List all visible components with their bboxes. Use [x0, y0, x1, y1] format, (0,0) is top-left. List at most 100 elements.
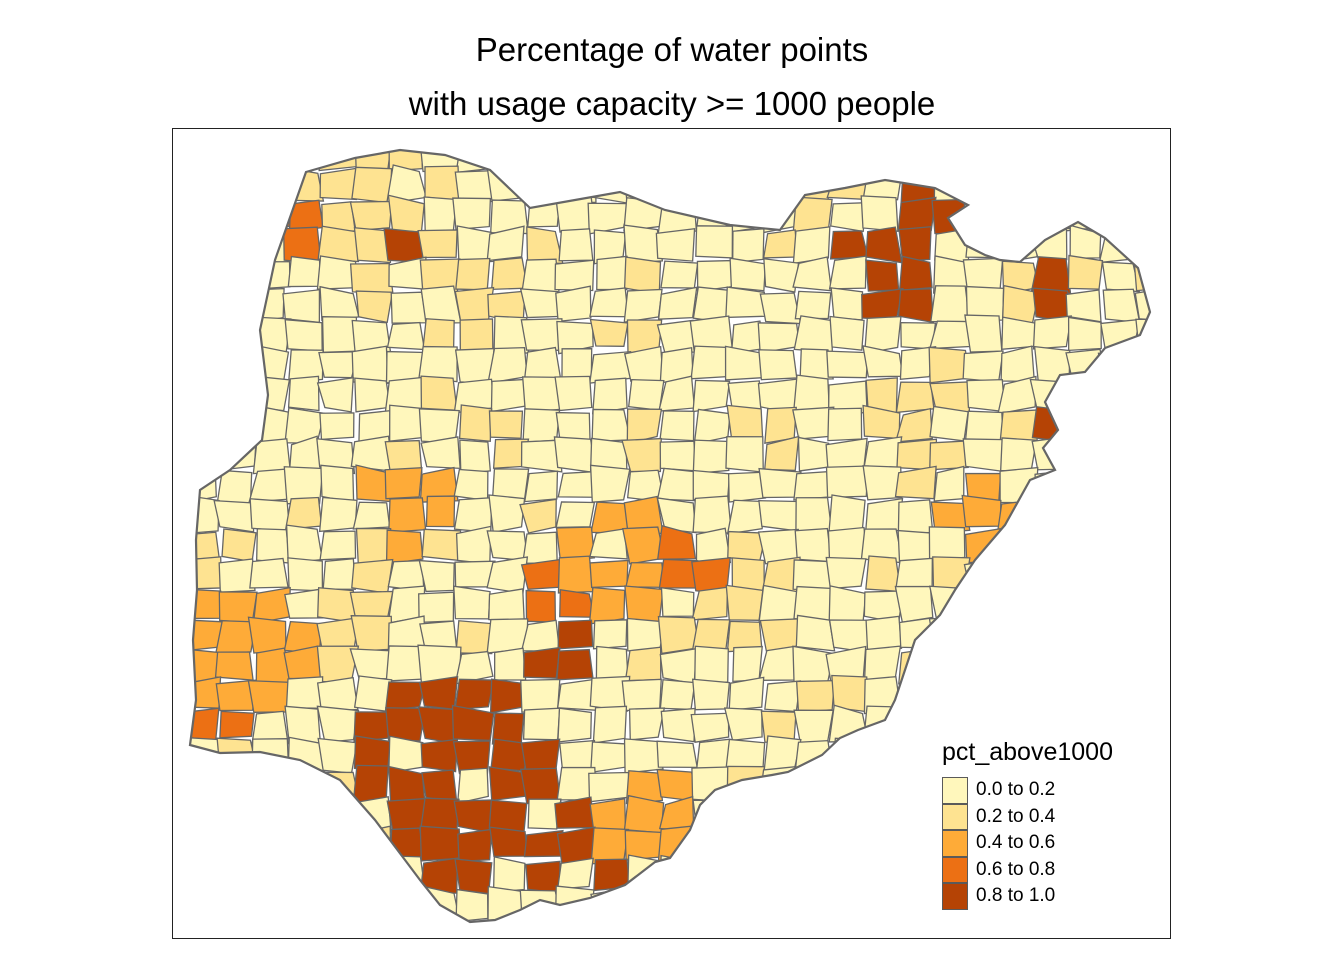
- lga-region: [861, 735, 900, 773]
- lga-region: [829, 315, 865, 351]
- lga-region: [929, 440, 969, 471]
- lga-region: [759, 765, 802, 802]
- lga-region: [861, 826, 901, 862]
- lga-region: [996, 917, 1037, 922]
- lga-region: [625, 562, 666, 589]
- lga-region: [861, 287, 904, 321]
- lga-region: [656, 740, 698, 769]
- lga-region: [190, 258, 222, 295]
- lga-region: [351, 166, 393, 204]
- lga-region: [1100, 197, 1138, 234]
- lga-region: [933, 167, 967, 204]
- lga-region: [354, 377, 391, 413]
- lga-region: [1100, 412, 1141, 444]
- lga-region: [557, 471, 594, 498]
- lga-region: [759, 292, 802, 325]
- lga-region: [555, 501, 596, 529]
- lga-region: [556, 826, 596, 865]
- lga-region: [999, 200, 1038, 232]
- lga-region: [455, 257, 491, 291]
- lga-region: [385, 707, 427, 742]
- lga-region: [1132, 530, 1150, 564]
- lga-region: [215, 679, 256, 712]
- lga-region: [190, 707, 220, 741]
- lga-region: [519, 498, 557, 534]
- legend-swatch: [942, 856, 968, 883]
- lga-region: [1102, 376, 1140, 409]
- lga-region: [1033, 616, 1074, 655]
- lga-region: [695, 200, 727, 231]
- lga-region: [999, 166, 1039, 201]
- lga-region: [897, 196, 937, 232]
- lga-region: [962, 645, 1006, 682]
- lga-region: [763, 890, 796, 920]
- lga-region: [384, 681, 427, 712]
- lga-region: [963, 199, 1004, 234]
- lga-region: [828, 494, 866, 532]
- lga-region: [1133, 434, 1150, 472]
- legend-item: 0.6 to 0.8: [942, 856, 1113, 883]
- legend-swatch: [942, 803, 968, 830]
- lga-region: [861, 887, 901, 922]
- lga-region: [897, 288, 935, 324]
- lga-region: [962, 150, 999, 168]
- lga-region: [694, 645, 729, 683]
- lga-region: [319, 885, 359, 922]
- lga-region: [793, 709, 834, 745]
- map-legend: pct_above1000 0.0 to 0.2 0.2 to 0.4 0.4 …: [942, 738, 1113, 910]
- lga-region: [759, 165, 797, 202]
- lga-region: [190, 286, 222, 322]
- lga-region: [659, 679, 696, 711]
- lga-region: [490, 378, 526, 413]
- lga-region: [933, 646, 969, 680]
- lga-region: [894, 585, 934, 623]
- lga-region: [255, 167, 290, 203]
- lga-region: [795, 679, 836, 713]
- lga-region: [1098, 559, 1140, 591]
- lga-region: [1135, 886, 1150, 920]
- lga-region: [623, 918, 665, 922]
- lga-region: [456, 767, 489, 805]
- lga-region: [864, 917, 901, 922]
- lga-region: [349, 262, 394, 294]
- lga-region: [1063, 527, 1108, 559]
- legend-swatch: [942, 883, 968, 910]
- lga-region: [1138, 854, 1150, 890]
- lga-region: [248, 888, 288, 922]
- lga-region: [1134, 196, 1150, 233]
- lga-region: [1137, 710, 1150, 744]
- lga-region: [589, 464, 631, 503]
- lga-region: [521, 258, 560, 294]
- lga-region: [390, 291, 428, 324]
- lga-region: [1035, 587, 1073, 623]
- lga-region: [762, 794, 799, 835]
- lga-region: [216, 344, 256, 384]
- lga-region: [454, 170, 494, 203]
- lga-region: [525, 589, 557, 623]
- lga-region: [352, 857, 394, 889]
- lga-region: [1133, 826, 1150, 860]
- lga-region: [895, 381, 935, 414]
- legend-label: 0.2 to 0.4: [976, 805, 1056, 827]
- lga-region: [1102, 710, 1140, 742]
- lga-region: [727, 165, 766, 202]
- lga-region: [592, 377, 628, 415]
- lga-region: [997, 560, 1040, 595]
- lga-region: [732, 645, 763, 683]
- lga-region: [253, 150, 291, 175]
- lga-region: [693, 408, 731, 445]
- lga-region: [320, 464, 355, 504]
- lga-region: [793, 887, 834, 918]
- lga-region: [899, 889, 938, 922]
- lga-region: [896, 676, 936, 714]
- lga-region: [829, 230, 869, 260]
- lga-region: [523, 470, 559, 503]
- lga-region: [488, 766, 527, 802]
- lga-region: [190, 375, 219, 413]
- lga-region: [929, 405, 969, 442]
- lga-region: [863, 315, 902, 355]
- lga-region: [726, 499, 765, 535]
- lga-region: [559, 589, 596, 618]
- lga-region: [995, 614, 1036, 655]
- lga-region: [695, 225, 734, 259]
